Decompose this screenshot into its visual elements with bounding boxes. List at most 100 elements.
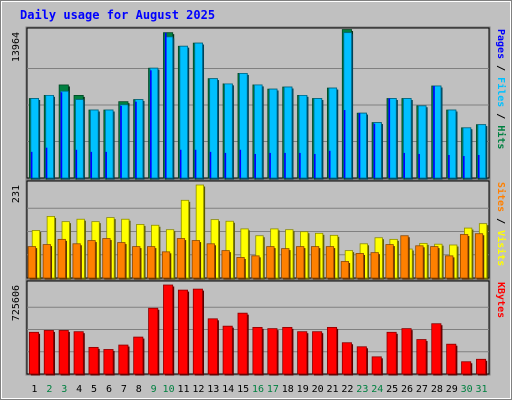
day-label: 1 xyxy=(31,384,37,395)
day-label: 2 xyxy=(46,384,52,395)
legend-separator: / xyxy=(495,59,506,77)
bar-pages xyxy=(448,154,450,178)
bar-sites xyxy=(281,248,290,279)
day-label: 30 xyxy=(461,384,473,395)
bar-kbytes xyxy=(148,307,159,375)
legend-visits: Visits xyxy=(495,230,507,266)
bar-pages xyxy=(75,149,78,178)
bar-sites xyxy=(236,257,245,279)
bar-sites xyxy=(206,243,215,279)
bar-kbytes xyxy=(312,331,323,375)
bar-kbytes xyxy=(282,326,293,375)
day-label: 18 xyxy=(282,384,294,395)
bar-sites xyxy=(474,233,484,279)
bar-files xyxy=(268,88,278,179)
bar-pages xyxy=(194,149,197,178)
bar-sites xyxy=(459,234,469,279)
day-label: 25 xyxy=(386,384,398,395)
bar-kbytes xyxy=(431,323,442,375)
bar-pages xyxy=(239,149,242,178)
day-label: 4 xyxy=(76,384,82,395)
bar-sites xyxy=(191,240,200,279)
bar-sites xyxy=(221,250,230,279)
bar-files xyxy=(417,105,427,179)
bar-kbytes xyxy=(88,346,99,375)
bar-sites xyxy=(296,246,305,279)
bar-files xyxy=(179,45,189,179)
day-labels: 1 2 3 4 5 6 7 8 9 10 11 12 13 14 15 16 17 18 19 20 21 22 23 24 2… xyxy=(31,384,487,395)
bar-pages xyxy=(150,70,152,178)
day-label: 5 xyxy=(91,384,97,395)
day-label: 19 xyxy=(297,384,309,395)
bar-kbytes xyxy=(386,331,397,375)
panel-max-label: 231 xyxy=(11,185,22,203)
bar-pages xyxy=(418,153,420,178)
day-label: 22 xyxy=(341,384,353,395)
bar-kbytes xyxy=(326,326,338,375)
chart-title: Daily usage for August 2025 xyxy=(20,8,215,22)
bar-sites xyxy=(147,246,156,279)
bar-kbytes xyxy=(371,356,382,375)
bar-kbytes xyxy=(177,289,189,375)
bar-sites xyxy=(117,242,126,279)
day-label: 26 xyxy=(401,384,413,395)
day-label: 3 xyxy=(61,384,67,395)
bar-kbytes xyxy=(356,346,367,375)
legend-kbytes: KBytes xyxy=(495,282,506,318)
bar-files xyxy=(477,124,487,179)
day-label: 7 xyxy=(121,384,127,395)
panel-kbytes: 725606 KBytes xyxy=(11,279,506,376)
bar-kbytes xyxy=(297,331,308,375)
bar-files xyxy=(90,109,99,179)
bar-kbytes xyxy=(28,331,39,375)
panel-legend: Sites / Visits xyxy=(495,182,507,266)
day-label: 12 xyxy=(192,384,204,395)
bar-files xyxy=(313,98,323,179)
bar-pages xyxy=(254,153,256,178)
day-label: 21 xyxy=(326,384,338,395)
bar-files xyxy=(30,98,39,179)
day-label: 20 xyxy=(312,384,324,395)
legend-hits: Hits xyxy=(495,125,507,149)
bar-pages xyxy=(90,151,93,178)
bar-sites xyxy=(161,251,171,279)
bar-sites xyxy=(385,244,394,279)
bar-pages xyxy=(164,32,167,179)
bar-sites xyxy=(415,245,424,279)
bar-kbytes xyxy=(43,330,54,375)
bar-kbytes xyxy=(207,318,218,375)
panel-visits-sites: 231 Sites / Visits xyxy=(11,179,507,280)
bar-pages xyxy=(373,123,376,178)
panel-legend: Pages / Files / Hits xyxy=(495,29,507,149)
bar-pages xyxy=(388,98,391,178)
day-label: 23 xyxy=(356,384,368,395)
day-label: 17 xyxy=(267,384,279,395)
day-label: 11 xyxy=(177,384,189,395)
day-label: 24 xyxy=(371,384,383,395)
bar-files xyxy=(328,87,338,179)
day-label: 16 xyxy=(252,384,264,395)
bar-kbytes xyxy=(222,325,233,375)
bar-sites xyxy=(325,246,335,279)
bar-pages xyxy=(463,156,465,178)
panel-max-label: 13964 xyxy=(11,32,22,62)
bar-files xyxy=(194,42,203,179)
day-label: 27 xyxy=(416,384,428,395)
day-label: 29 xyxy=(446,384,458,395)
bar-pages xyxy=(135,101,137,178)
bar-files xyxy=(403,98,412,179)
legend-sites: Sites xyxy=(495,182,507,212)
bar-sites xyxy=(57,238,66,279)
panel-max-label: 725606 xyxy=(11,285,22,321)
panels-layer: 13964 Pages / Files / Hits 231 Sites / Visi… xyxy=(11,26,507,376)
bar-kbytes xyxy=(192,288,203,375)
bar-pages xyxy=(269,152,271,178)
bar-files xyxy=(239,73,248,179)
legend-pages: Pages xyxy=(495,29,506,59)
day-label: 10 xyxy=(163,384,175,395)
day-label: 28 xyxy=(431,384,443,395)
bar-pages xyxy=(403,152,406,178)
bar-sites xyxy=(355,253,364,279)
